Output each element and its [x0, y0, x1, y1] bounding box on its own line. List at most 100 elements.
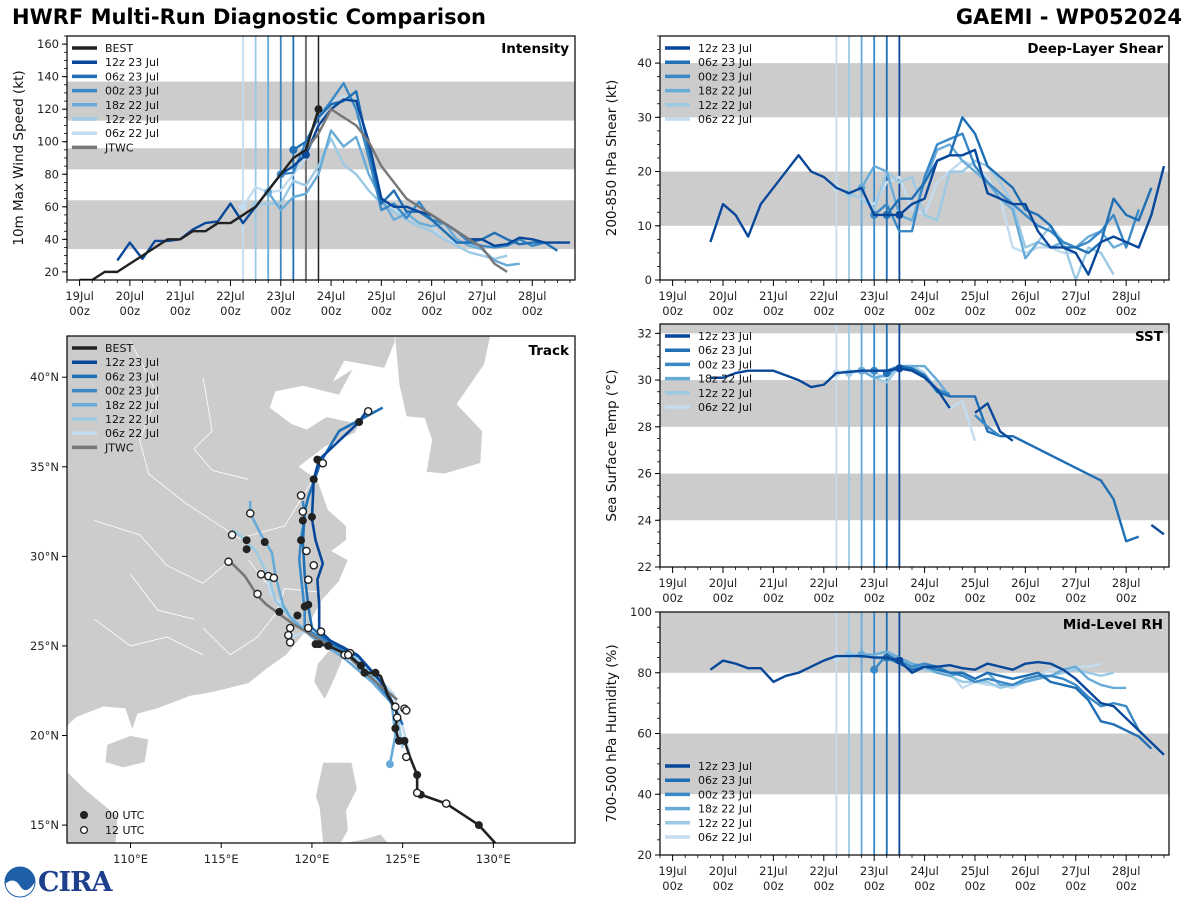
x-tick-label: 26Jul: [1011, 864, 1040, 878]
series-line-run-2: [873, 653, 1140, 732]
y-axis-label: 10m Max Wind Speed (kt): [11, 70, 27, 245]
best-marker: [314, 105, 323, 114]
y-tick-label: 100: [630, 605, 652, 619]
best-marker-12utc: [391, 702, 400, 712]
province-border: [248, 559, 267, 584]
x-tick-label: 00z: [813, 591, 834, 605]
series-line-run-3: [267, 129, 520, 267]
series-line-run-1: [886, 364, 1140, 543]
legend-label: 06z 23 Jul: [698, 56, 752, 69]
intensity-panel: 2040608010012014016019Jul00z20Jul00z21Ju…: [11, 35, 576, 318]
legend-label: 06z 23 Jul: [105, 370, 159, 383]
best-marker-00utc: [371, 668, 380, 677]
marker-00utc: [242, 536, 251, 545]
y-tick-label: 40: [44, 232, 59, 246]
x-tick-label: 00z: [965, 304, 986, 318]
x-tick-label: 21Jul: [759, 576, 788, 590]
legend-marker-00utc: [80, 811, 88, 819]
x-tick-label: 22Jul: [216, 289, 245, 303]
x-tick-label: 00z: [713, 591, 734, 605]
y-tick-label: 30: [637, 110, 652, 124]
x-tick-label: 00z: [472, 304, 493, 318]
x-tick-label: 25Jul: [961, 864, 990, 878]
intensity-plot-area: [67, 36, 575, 280]
marker-12utc: [309, 561, 319, 570]
marker-12utc: [253, 589, 262, 599]
land-bicol: [342, 833, 389, 843]
legend-label: 12z 23 Jul: [698, 760, 752, 773]
marker-00utc: [260, 538, 269, 547]
x-tick-label: 00z: [170, 304, 191, 318]
legend-label: 18z 22 Jul: [698, 373, 752, 386]
marker-12utc: [224, 557, 233, 567]
marker-12utc: [256, 569, 266, 579]
marker-00utc: [307, 512, 316, 521]
y-axis-label: Sea Surface Temp (°C): [604, 369, 620, 521]
x-tick-label: 22Jul: [810, 289, 839, 303]
x-tick-label: 00z: [1065, 304, 1086, 318]
province-border: [93, 618, 204, 656]
y-tick-label: 80: [637, 666, 652, 680]
x-tick-label: 00z: [1015, 879, 1036, 893]
marker-00utc: [309, 475, 318, 484]
x-tick-label: 00z: [763, 304, 784, 318]
x-tick-label: 00z: [965, 591, 986, 605]
x-tick-label: 25Jul: [367, 289, 396, 303]
series-line-run-0: [709, 654, 1165, 756]
x-tick-label: 120°E: [294, 852, 329, 866]
legend-label: JTWC: [104, 141, 134, 154]
x-tick-label: 23Jul: [267, 289, 296, 303]
marker-00utc: [355, 417, 364, 426]
province-border: [148, 473, 313, 539]
x-tick-label: 00z: [321, 304, 342, 318]
marker-12utc: [298, 507, 308, 516]
init-marker: [239, 202, 248, 211]
legend-label: 00z 23 Jul: [698, 358, 752, 371]
province-border: [94, 520, 231, 584]
x-tick-label: 00z: [914, 591, 935, 605]
y-tick-label: 30°N: [30, 549, 59, 563]
x-tick-label: 00z: [763, 879, 784, 893]
legend-label: 12z 22 Jul: [105, 113, 159, 126]
series-line-run-0: [710, 367, 951, 409]
legend-label: 06z 22 Jul: [105, 127, 159, 140]
legend-label: 18z 22 Jul: [698, 803, 752, 816]
x-tick-label: 00z: [1065, 591, 1086, 605]
marker-12utc: [302, 546, 311, 556]
threshold-band: [660, 380, 1169, 427]
x-tick-label: 00z: [1015, 591, 1036, 605]
series-line-run-2: [873, 132, 1140, 249]
init-marker: [289, 145, 298, 154]
land-luzon: [315, 761, 358, 843]
legend-label: 06z 22 Jul: [105, 427, 159, 440]
legend-label: 06z 22 Jul: [698, 401, 752, 414]
x-tick-label: 20Jul: [709, 864, 738, 878]
x-tick-label: 23Jul: [860, 576, 889, 590]
legend-label: 06z 23 Jul: [698, 774, 752, 787]
marker-12utc: [401, 706, 411, 715]
threshold-band: [67, 200, 575, 250]
best-marker-12utc: [392, 713, 402, 722]
y-tick-label: 22: [637, 560, 652, 574]
marker-12utc: [303, 575, 313, 584]
x-tick-label: 22Jul: [810, 864, 839, 878]
sst-panel: 22242628303219Jul00z20Jul00z21Jul00z22Ju…: [604, 323, 1170, 605]
y-tick-label: 32: [637, 326, 652, 340]
x-tick-label: 20Jul: [709, 576, 738, 590]
best-marker-00utc: [360, 668, 369, 677]
marker-12utc: [401, 752, 411, 762]
x-tick-label: 28Jul: [518, 289, 547, 303]
marker-12utc: [296, 491, 306, 500]
x-tick-label: 26Jul: [1011, 289, 1040, 303]
marker-12utc: [284, 630, 293, 640]
y-tick-label: 28: [637, 420, 652, 434]
x-tick-label: 00z: [1116, 304, 1137, 318]
x-tick-label: 26Jul: [1011, 576, 1040, 590]
x-tick-label: 00z: [220, 304, 241, 318]
x-tick-label: 24Jul: [910, 864, 939, 878]
x-tick-label: 00z: [1065, 879, 1086, 893]
x-tick-label: 00z: [662, 879, 683, 893]
x-tick-label: 24Jul: [910, 576, 939, 590]
x-tick-label: 20Jul: [709, 289, 738, 303]
